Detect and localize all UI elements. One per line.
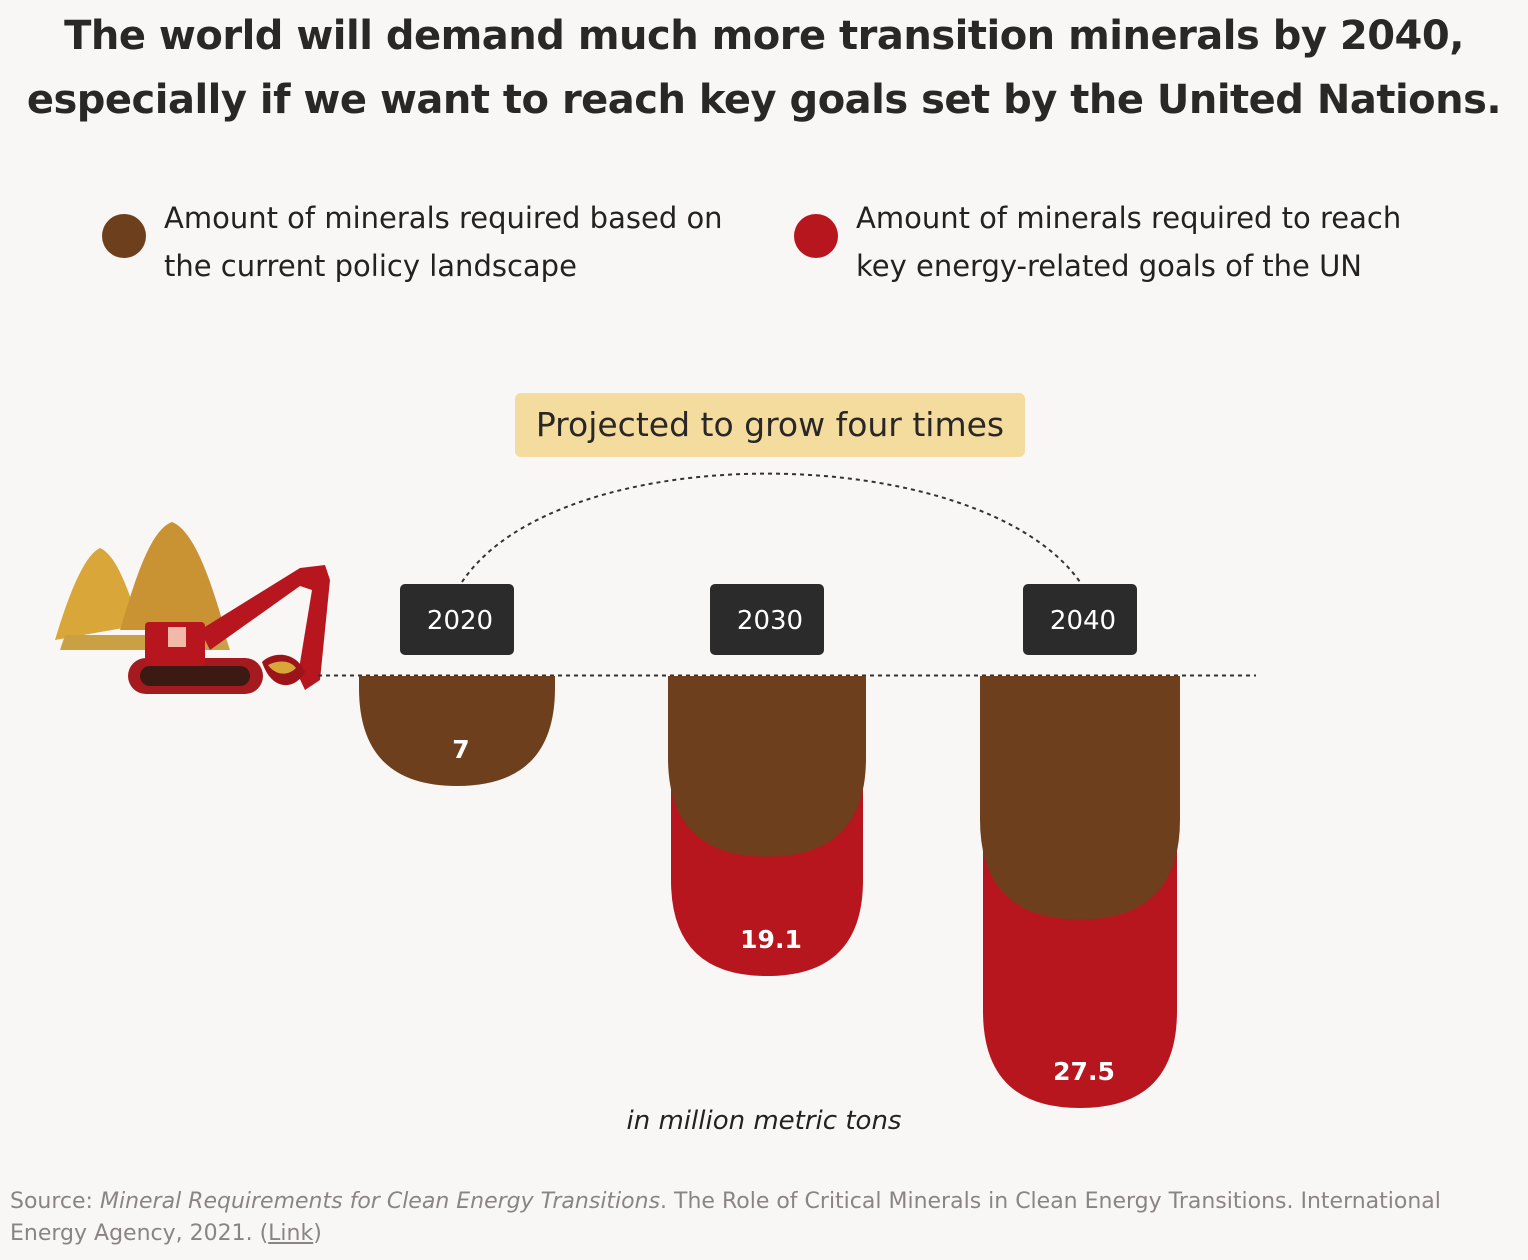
source-link[interactable]: Link	[268, 1221, 314, 1246]
chart-title: The world will demand much more transiti…	[0, 4, 1528, 132]
bar-current-policy-2030	[668, 676, 866, 857]
value-labels-group: 7 19.1 27.5	[452, 735, 1115, 1086]
title-line-2: especially if we want to reach key goals…	[26, 77, 1502, 123]
legend-swatch-un	[794, 214, 838, 258]
legend-item-current-policy: Amount of minerals required based on the…	[102, 194, 723, 290]
value-label-2030: 19.1	[740, 925, 802, 954]
legend-item-un-goals: Amount of minerals required to reach key…	[794, 194, 1401, 290]
value-label-2040: 27.5	[1053, 1057, 1115, 1086]
bar-current-policy-2040	[980, 676, 1180, 920]
value-label-2020: 7	[452, 735, 469, 764]
legend-label-un: Amount of minerals required to reach key…	[856, 201, 1402, 283]
excavator-illustration	[55, 522, 330, 694]
year-tag-2040	[1023, 584, 1137, 655]
year-tag-2030	[710, 584, 824, 655]
year-tag-label: 2020	[427, 606, 493, 636]
bar-current-policy-2020	[359, 676, 555, 786]
bars-group	[359, 676, 1180, 1108]
title-line-1: The world will demand much more transiti…	[64, 13, 1464, 59]
unit-label: in million metric tons	[626, 1106, 902, 1136]
year-tags-group: 2020 2030 2040	[400, 584, 1137, 655]
legend-label-current: Amount of minerals required based on the…	[164, 201, 723, 283]
source-note: Source: Mineral Requirements for Clean E…	[10, 1189, 1441, 1246]
growth-arc	[461, 472, 1081, 583]
year-tag-label: 2040	[1050, 606, 1116, 636]
legend-swatch-current	[102, 214, 146, 258]
growth-callout: Projected to grow four times	[515, 393, 1025, 457]
source-publication-title: Mineral Requirements for Clean Energy Tr…	[99, 1189, 661, 1214]
year-tag-label: 2030	[737, 606, 803, 636]
year-tag-2020	[400, 584, 514, 655]
